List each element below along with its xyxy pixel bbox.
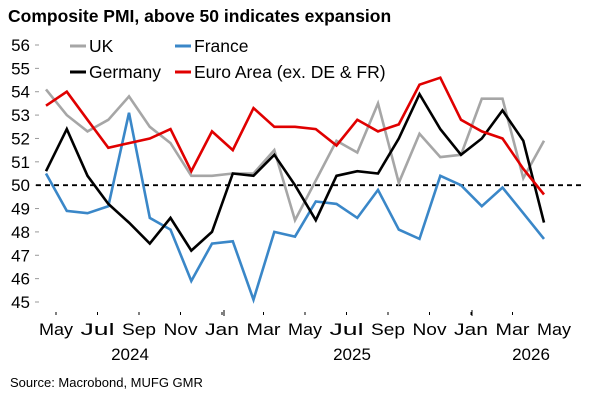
y-tick-label: 49 [11,200,30,219]
y-tick-label: 54 [11,83,30,102]
y-tick-label: 52 [11,129,30,148]
legend-label: Euro Area (ex. DE & FR) [194,62,386,82]
x-tick-label: May [537,320,572,339]
x-tick-label: Jan [205,320,239,339]
legend-label: France [194,36,248,56]
legend-label: UK [89,36,114,56]
x-tick-label: Jul [330,320,364,339]
x-tick-label: Nov [164,320,199,339]
x-tick-label: Jul [81,320,115,339]
series-line-france [44,112,546,304]
y-tick-label: 48 [11,223,30,242]
legend-label: Germany [89,62,161,82]
y-tick-label: 53 [11,106,30,125]
series-lines [44,76,546,304]
y-tick-label: 50 [11,176,30,195]
x-tick-label: Mar [247,320,281,339]
x-tick-label: Sep [122,320,156,339]
y-tick-label: 47 [11,246,30,265]
year-label: 2024 [111,345,149,364]
x-axis: May Jul Sep Nov Jan Mar May Jul Sep Nov Jan Mar May 2… [39,310,572,364]
x-tick-label: Sep [371,320,405,339]
x-tick-label: May [39,320,74,339]
series-line-euro-area-ex-de-fr [45,76,546,196]
legend: UK France Germany Euro Area (ex. DE & FR) [70,36,386,82]
x-tick-label: Jan [454,320,488,339]
x-tick-label: Nov [413,320,448,339]
x-tick-label: May [288,320,323,339]
year-label: 2026 [512,345,550,364]
y-tick-label: 51 [11,153,30,172]
year-label: 2025 [333,345,371,364]
y-tick-label: 56 [11,36,30,55]
y-tick-label: 45 [11,293,30,312]
series-line-germany [44,91,546,253]
x-tick-label: Mar [496,320,530,339]
y-tick-label: 55 [11,59,30,78]
y-axis: 45 46 47 48 49 50 51 52 53 54 55 56 [11,36,39,312]
y-tick-label: 46 [11,270,30,289]
source-note: Source: Macrobond, MUFG GMR [10,375,203,390]
chart-title: Composite PMI, above 50 indicates expans… [8,6,391,26]
